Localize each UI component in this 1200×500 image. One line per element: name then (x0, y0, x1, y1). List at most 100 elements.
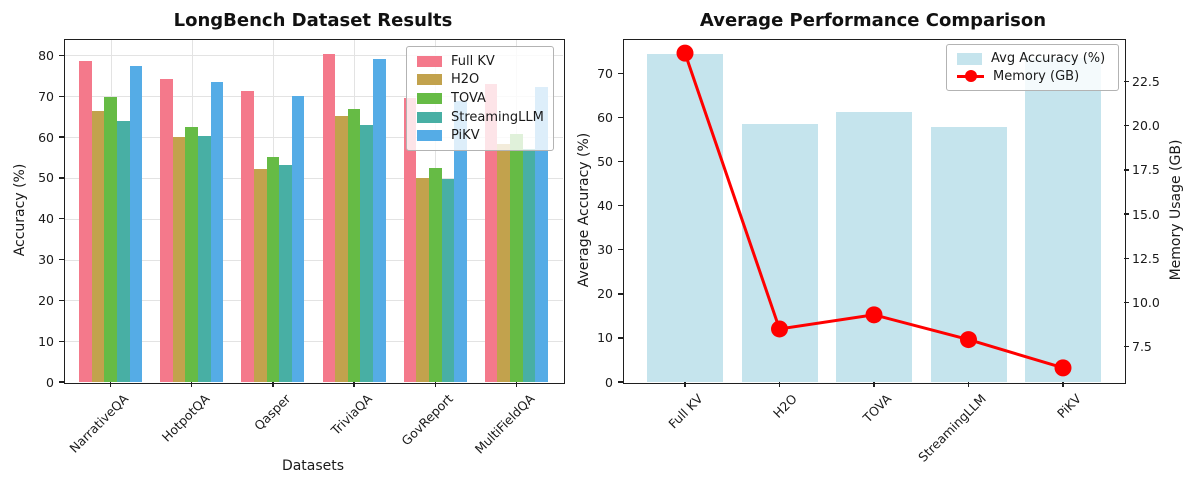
bar-full-kv-multifieldqa (484, 84, 498, 382)
y-tick-label: 30 (597, 242, 613, 258)
bar-tova-qasper (266, 157, 280, 382)
y-tick-label: 50 (597, 154, 613, 170)
y-tick-mark (59, 218, 64, 220)
legend-item-tova: TOVA (417, 91, 543, 106)
y-tick-label: 17.5 (1132, 162, 1160, 178)
bar-avg-accuracy-tova (836, 112, 912, 382)
y-tick-mark (59, 340, 64, 342)
bar-h2o-hotpotqa (172, 137, 186, 382)
x-tick-label: TOVA (860, 391, 895, 426)
bar-pikv-qasper (291, 96, 305, 382)
gridline (64, 218, 563, 220)
legend-label: Memory (GB) (993, 68, 1080, 84)
y-tick-mark (618, 381, 623, 383)
legend-swatch-icon (417, 130, 442, 142)
y-tick-label: 10 (38, 333, 54, 349)
bar-full-kv-qasper (241, 91, 255, 382)
bar-full-kv-hotpotqa (160, 79, 173, 382)
legend-swatch-icon (417, 111, 442, 123)
x-tick-mark (434, 382, 436, 387)
x-tick-label: NarrativeQA (66, 391, 132, 456)
y-tick-label: 10.0 (1132, 294, 1160, 310)
y-tick-label: 30 (38, 252, 54, 267)
x-tick-mark (353, 382, 355, 387)
y-tick-mark (1124, 80, 1129, 83)
bar-full-kv-triviaqa (322, 54, 336, 382)
bar-tova-multifieldqa (510, 133, 523, 382)
bar-streamingllm-triviaqa (360, 124, 373, 382)
bar-pikv-multifieldqa (535, 86, 548, 382)
x-tick-mark (1062, 382, 1064, 387)
legend-label: PiKV (451, 128, 480, 144)
y-tick-mark (1124, 346, 1129, 348)
x-tick-label: GovReport (398, 391, 456, 449)
bar-h2o-qasper (254, 168, 267, 382)
y-tick-mark (618, 205, 623, 207)
bar-avg-accuracy-h2o (741, 123, 818, 382)
bar-full-kv-govreport (403, 98, 417, 382)
y-tick-mark (1124, 169, 1129, 171)
y-tick-mark (1124, 257, 1129, 259)
bar-streamingllm-hotpotqa (198, 135, 211, 382)
x-tick-mark (684, 382, 686, 387)
y-tick-label: 60 (38, 129, 54, 145)
legend-item-streamingllm: StreamingLLM (417, 110, 544, 125)
y-tick-label: 60 (597, 109, 613, 125)
gridline (64, 300, 563, 302)
left-chart-title: LongBench Dataset Results (173, 10, 453, 31)
bar-pikv-narrativeqa (129, 66, 143, 382)
bar-avg-accuracy-streamingllm (930, 126, 1007, 382)
memory-line-swatch-icon (957, 70, 984, 83)
bar-tova-hotpotqa (185, 126, 199, 382)
x-tick-mark (778, 382, 781, 387)
y-tick-label: 22.5 (1132, 73, 1160, 89)
y-tick-label: 7.5 (1132, 339, 1152, 355)
y-tick-mark (618, 72, 623, 75)
legend-swatch-icon (417, 74, 442, 86)
left-x-axis-label: Datasets (281, 458, 345, 474)
left-legend: Full KV H2O TOVA StreamingLLM PiKV (406, 46, 554, 151)
right-legend: Avg Accuracy (%) Memory (GB) (946, 44, 1119, 91)
bar-avg-accuracy-full-kv (647, 53, 723, 382)
legend-item-avg-accuracy: Avg Accuracy (%) (957, 51, 1108, 66)
y-tick-label: 50 (38, 170, 54, 186)
y-tick-label: 10 (597, 330, 613, 346)
bar-tova-triviaqa (347, 109, 361, 382)
y-tick-mark (1124, 213, 1129, 215)
right-chart-title: Average Performance Comparison (699, 10, 1047, 31)
x-tick-mark (967, 382, 970, 387)
y-tick-mark (618, 293, 623, 295)
x-tick-mark (110, 382, 112, 387)
bar-h2o-govreport (416, 178, 429, 382)
bar-pikv-govreport (454, 101, 467, 382)
y-tick-label: 70 (38, 88, 54, 104)
legend-item-h2o: H2O (417, 72, 543, 87)
legend-label: Avg Accuracy (%) (991, 51, 1106, 67)
bar-streamingllm-govreport (441, 179, 455, 382)
y-tick-mark (618, 337, 623, 339)
y-tick-mark (59, 95, 64, 97)
legend-item-pikv: PiKV (417, 128, 543, 143)
x-tick-label: StreamingLLM (915, 391, 990, 465)
legend-swatch-icon (417, 92, 442, 104)
y-tick-label: 12.5 (1132, 250, 1160, 266)
gridline (64, 259, 563, 261)
legend-label: Full KV (451, 53, 495, 69)
y-tick-mark (59, 258, 64, 261)
gridline (64, 96, 563, 98)
legend-label: H2O (451, 72, 480, 88)
avg-accuracy-swatch-icon (957, 52, 982, 65)
bar-h2o-narrativeqa (91, 111, 105, 382)
bar-pikv-triviaqa (372, 59, 386, 382)
legend-swatch-icon (417, 55, 442, 67)
bar-streamingllm-multifieldqa (522, 149, 536, 382)
y-tick-mark (59, 54, 64, 57)
x-tick-label: TriviaQA (327, 391, 375, 438)
x-tick-label: HotpotQA (158, 391, 213, 445)
gridline (64, 137, 563, 138)
x-tick-mark (191, 382, 193, 387)
x-tick-mark (515, 382, 517, 387)
legend-item-full-kv: Full KV (417, 54, 543, 69)
right-right-y-axis-label: Memory Usage (GB) (1168, 139, 1184, 281)
